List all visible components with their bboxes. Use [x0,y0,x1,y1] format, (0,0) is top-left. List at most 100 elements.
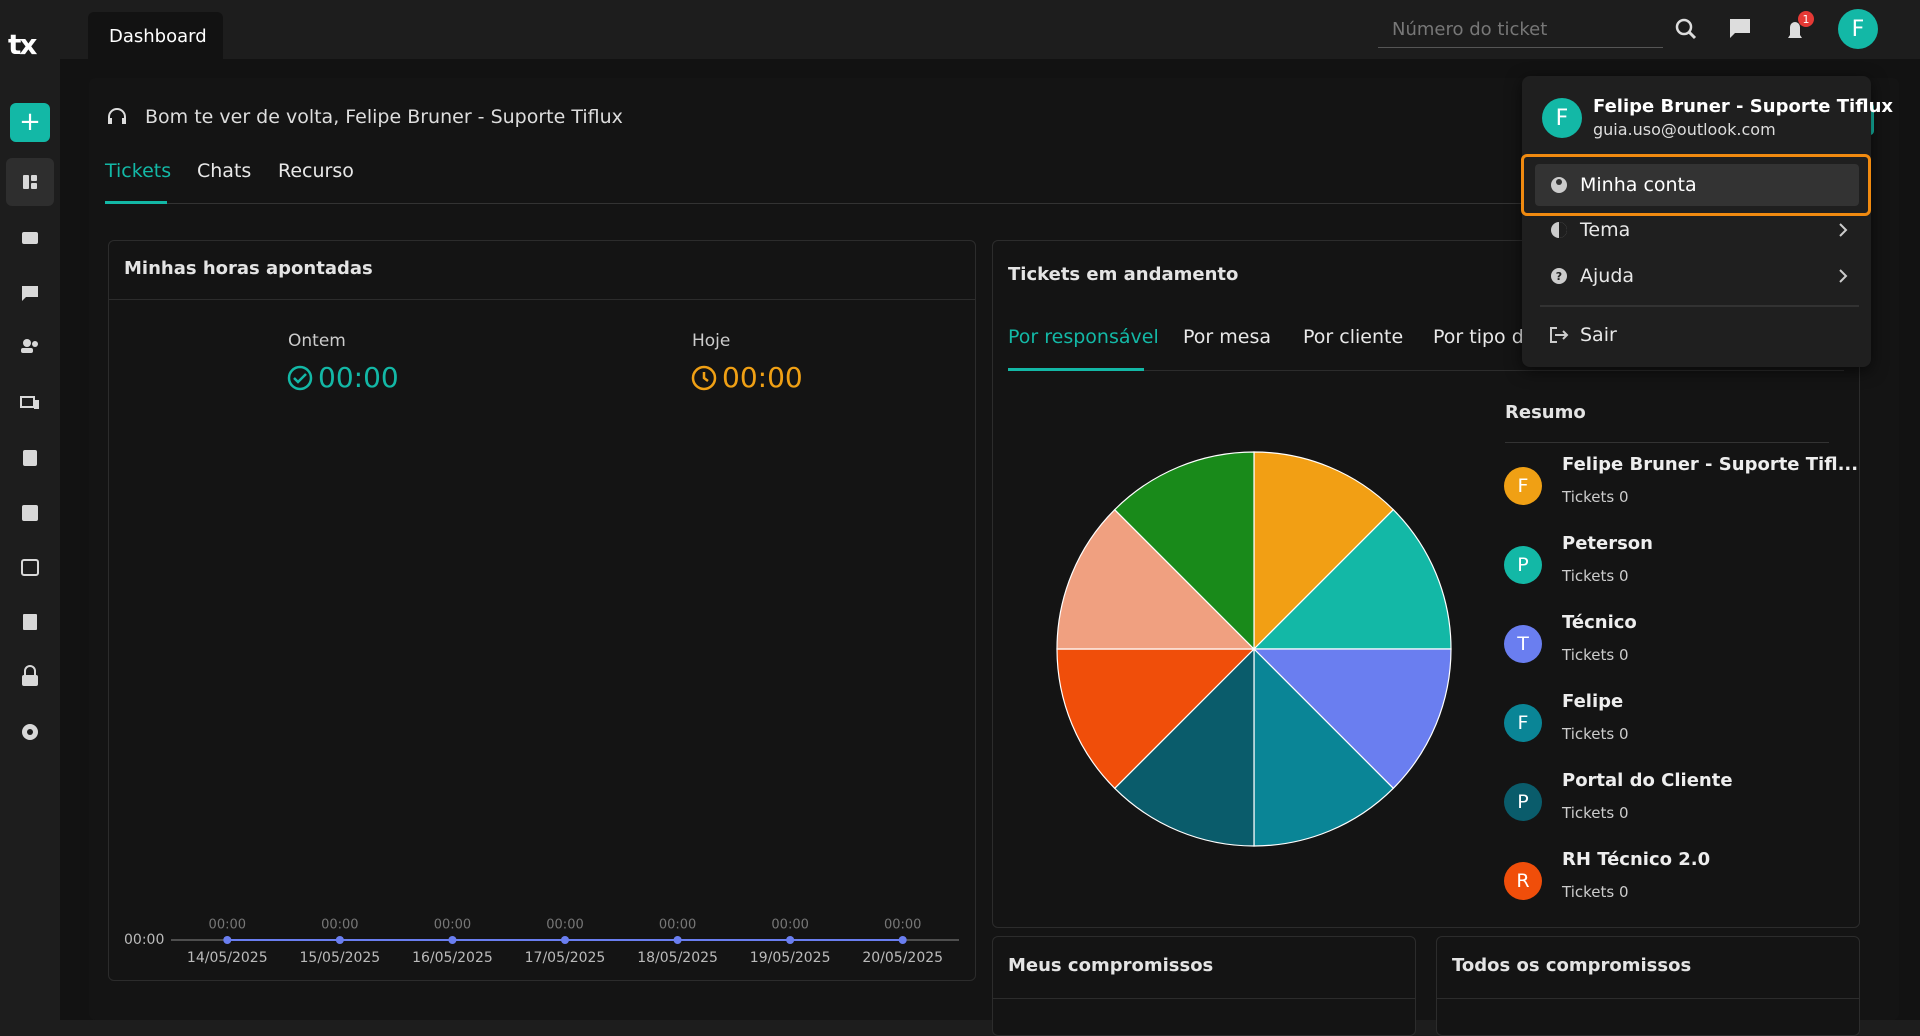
messages-icon[interactable] [1730,19,1750,38]
point [335,936,344,944]
hours-chart: 00:00 00:00 14/05/2025 00:00 15/05/2025 00:00… [124,918,959,966]
person-tickets: Tickets 0 [1562,804,1629,822]
tabs-divider [105,203,1861,204]
tab-underline [1008,368,1144,371]
search-icon[interactable] [1675,18,1693,36]
tab[interactable]: Por cliente [1303,326,1404,348]
x-tick-label: 20/05/2025 [862,950,943,966]
summary-title: Resumo [1505,402,1586,423]
point [223,936,232,944]
person-initial: P [1517,554,1529,576]
person-name: Portal do Cliente [1562,770,1733,791]
tab[interactable]: Por responsável [1008,326,1159,348]
person-tickets: Tickets 0 [1562,725,1629,743]
person-initial: T [1517,633,1529,655]
card-title: Meus compromissos [1008,955,1214,976]
add-button[interactable]: + [10,103,50,142]
person-tickets: Tickets 0 [1562,646,1629,664]
person-name: Técnico [1562,612,1637,633]
lock-icon[interactable] [22,675,38,686]
menu-user-name: Felipe Bruner - Suporte Tiflux [1593,96,1893,117]
pie-slice [1253,451,1395,651]
x-tick-label: 18/05/2025 [637,950,718,966]
dashboard-tab[interactable] [88,12,223,59]
tab[interactable]: Recurso [278,160,354,182]
card-divider [993,998,1415,999]
pie-slice [1253,647,1395,847]
tab[interactable]: Tickets [105,160,172,182]
tab[interactable]: Por tipo de [1433,326,1536,348]
y-tick-label: 00:00 [124,932,164,948]
point [898,936,907,944]
person-tickets: Tickets 0 [1562,488,1629,506]
dashboard-tab-label: Dashboard [109,26,207,47]
user-avatar[interactable] [1838,9,1878,49]
person-avatar: F [1504,467,1542,505]
devices-icon[interactable] [20,396,35,408]
value-label: 00:00 [771,918,808,933]
value-label: 00:00 [434,918,471,933]
report-icon[interactable] [22,505,38,521]
menu-avatar-initial: F [1556,106,1569,131]
yesterday-hours: 00:00 [318,361,399,394]
yesterday-label: Ontem [288,331,346,351]
value-label: 00:00 [659,918,696,933]
card-title: Minhas horas apontadas [124,258,373,279]
clipboard-icon[interactable] [23,450,37,466]
person-name: Peterson [1562,533,1653,554]
calendar-icon[interactable] [21,559,39,576]
tab[interactable]: Por mesa [1183,326,1271,348]
menu-item[interactable]: Ajuda [1580,265,1635,287]
person-initial: F [1517,475,1529,497]
x-tick-label: 16/05/2025 [412,950,493,966]
summary-divider [1505,442,1829,443]
users-icon[interactable] [23,339,31,347]
person-avatar: F [1504,704,1542,742]
appointments-card [1436,936,1860,1036]
point [673,936,682,944]
search-placeholder: Número do ticket [1392,19,1548,40]
point [448,936,457,944]
menu-item-bg[interactable] [1535,164,1859,206]
card-title: Tickets em andamento [1008,264,1239,285]
menu-avatar: F [1542,98,1582,138]
top-icons: 1 F [1675,9,1878,49]
value-label: 00:00 [209,918,246,933]
logout-icon [1550,327,1569,343]
pie-slice [1056,508,1256,650]
person-name: Felipe [1562,691,1624,712]
ticket-icon[interactable] [22,232,38,244]
tab[interactable]: Chats [197,160,252,182]
person-avatar: R [1504,862,1542,900]
person-avatar: P [1504,546,1542,584]
menu-item[interactable]: Sair [1580,324,1617,346]
person-name: Felipe Bruner - Suporte Tifl... [1562,454,1859,475]
notifications-icon[interactable] [1788,22,1802,38]
pie-slice [1252,508,1452,650]
notification-badge [1798,11,1814,27]
menu-item[interactable]: Tema [1580,219,1631,241]
point [786,936,795,944]
check-icon [287,365,313,391]
book-icon[interactable] [23,614,37,630]
person-initial: P [1517,791,1529,813]
menu-user-email: guia.uso@outlook.com [1593,120,1776,139]
person-avatar: P [1504,783,1542,821]
today-hours: 00:00 [722,361,803,394]
x-tick-label: 17/05/2025 [525,950,606,966]
pie-slice [1252,648,1452,790]
help-icon [1551,268,1567,284]
dashboard-icon[interactable] [23,175,29,189]
x-tick-label: 15/05/2025 [300,950,381,966]
logo[interactable]: tx [8,28,37,61]
menu-item[interactable]: Minha conta [1580,174,1697,196]
sidebar-icons [20,175,39,740]
hours-card [108,240,976,981]
card-divider [1437,998,1859,999]
x-tick-label: 19/05/2025 [750,950,831,966]
appointments-card [992,936,1416,1036]
chat-icon[interactable] [22,286,38,301]
search-input[interactable] [1378,12,1663,48]
greeting: Bom te ver de volta, Felipe Bruner - Sup… [145,106,623,128]
notification-count: 1 [1803,13,1810,26]
